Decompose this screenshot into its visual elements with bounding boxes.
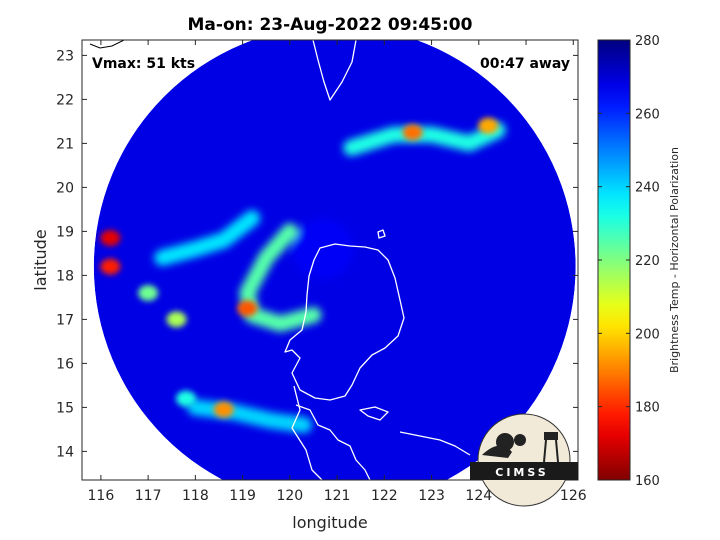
satellite-swath bbox=[93, 40, 576, 480]
coastline bbox=[284, 40, 471, 480]
x-tick-label: 120 bbox=[276, 488, 303, 504]
x-tick-label: 121 bbox=[324, 488, 351, 504]
coastline-outside bbox=[89, 40, 125, 49]
x-tick-label: 117 bbox=[135, 488, 162, 504]
x-tick-label: 126 bbox=[560, 488, 587, 504]
convective-cell bbox=[100, 258, 121, 275]
cimss-logo: CIMSS bbox=[470, 413, 578, 507]
plot-area bbox=[82, 40, 578, 480]
y-tick-label: 21 bbox=[56, 136, 74, 152]
colorbar-tick-label: 180 bbox=[635, 401, 660, 416]
colorbar-tick-label: 220 bbox=[635, 254, 660, 269]
x-tick-label: 122 bbox=[371, 488, 398, 504]
convective-cell bbox=[166, 311, 187, 328]
rainband bbox=[154, 210, 261, 266]
y-tick-label: 15 bbox=[56, 400, 74, 416]
y-axis-ticks: 14 15 16 17 18 19 20 21 22 23 bbox=[56, 48, 578, 460]
rainband bbox=[343, 122, 506, 156]
convective-cell bbox=[478, 117, 499, 134]
x-tick-label: 118 bbox=[182, 488, 209, 504]
y-tick-label: 19 bbox=[56, 224, 74, 240]
colorbar-tick-label: 240 bbox=[635, 181, 660, 196]
colorbar-tick-label: 160 bbox=[635, 474, 660, 489]
chart-title: Ma-on: 23-Aug-2022 09:45:00 bbox=[188, 15, 473, 35]
colorbar-tick-label: 200 bbox=[635, 327, 660, 342]
convective-cell bbox=[213, 401, 234, 418]
convective-cell bbox=[237, 300, 258, 317]
colorbar-tick-label: 280 bbox=[635, 34, 660, 49]
colorbar-tick-label: 260 bbox=[635, 107, 660, 122]
y-axis-label: latitude bbox=[31, 229, 50, 290]
colorbar-label: Brightness Temp - Horizontal Polarizatio… bbox=[668, 147, 681, 373]
x-tick-label: 119 bbox=[229, 488, 256, 504]
x-tick-label: 124 bbox=[465, 488, 492, 504]
y-tick-label: 14 bbox=[56, 444, 74, 460]
y-tick-label: 17 bbox=[56, 312, 74, 328]
convective-cell bbox=[138, 285, 159, 301]
y-tick-label: 16 bbox=[56, 356, 74, 372]
axes-box bbox=[81, 39, 579, 481]
y-tick-label: 23 bbox=[56, 48, 74, 64]
convective-cell bbox=[175, 390, 196, 407]
y-tick-label: 18 bbox=[56, 268, 74, 284]
x-tick-label: 123 bbox=[418, 488, 445, 504]
x-axis-label: longitude bbox=[292, 513, 367, 532]
vmax-annotation: Vmax: 51 kts bbox=[92, 56, 195, 72]
time-away-annotation: 00:47 away bbox=[480, 56, 570, 72]
x-tick-label: 116 bbox=[88, 488, 115, 504]
convective-cell bbox=[100, 230, 121, 246]
convective-cell bbox=[402, 124, 423, 141]
storm-eye bbox=[292, 219, 353, 279]
y-tick-label: 22 bbox=[56, 92, 74, 108]
logo-text: CIMSS bbox=[495, 466, 548, 479]
y-tick-label: 20 bbox=[56, 180, 74, 196]
colorbar: 160 180 200 220 240 260 280 Brightness Temp - … bbox=[597, 34, 681, 489]
